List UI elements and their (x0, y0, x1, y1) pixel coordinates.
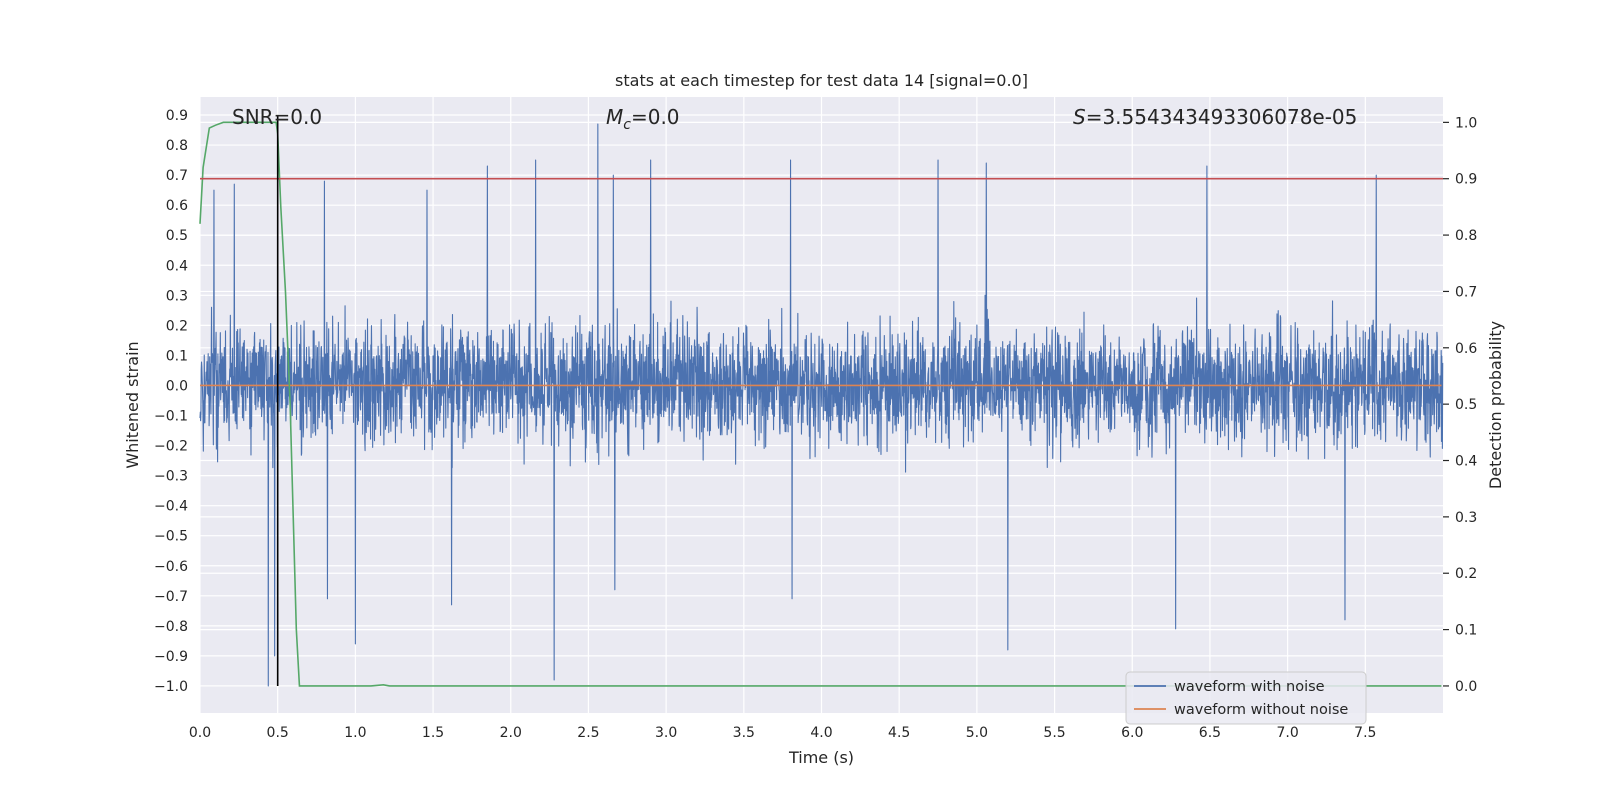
y-left-tick-label: 0.2 (166, 318, 188, 334)
axes: 0.0 0.5 1.0 1.5 2.0 2.5 3.0 3.5 4.0 4.5 5.0 5.5 6.0 6… (154, 108, 1477, 741)
y-right-tick-label: 1.0 (1455, 115, 1477, 131)
y-right-tick-label: 0.2 (1455, 566, 1477, 582)
legend-box (1125, 671, 1367, 725)
y-right-tick-label: 0.7 (1455, 284, 1477, 300)
y-left-tick-label: 0.8 (166, 138, 188, 154)
x-tick-label: 4.0 (810, 725, 832, 741)
y-right-tick-label: 0.6 (1455, 341, 1477, 357)
x-tick-label: 2.5 (577, 725, 599, 741)
chart-title: stats at each timestep for test data 14 … (615, 71, 1028, 90)
chirp-mass-subscript: c (623, 117, 631, 133)
y-left-tick-label: 0.9 (166, 108, 188, 124)
y-left-tick-label: −0.3 (154, 469, 188, 485)
chirp-mass-value: =0.0 (631, 105, 680, 129)
y-right-tick-label: 0.5 (1455, 397, 1477, 413)
chirp-mass-annotation: Mc=0.0 (606, 105, 680, 133)
y-left-tick-label: 0.7 (166, 168, 188, 184)
y-left-tick-label: 0.0 (166, 378, 188, 394)
x-tick-label: 6.5 (1199, 725, 1221, 741)
score-annotation: S=3.554343493306078e-05 (1073, 105, 1357, 129)
y-left-tick-label: −0.8 (154, 619, 188, 635)
x-tick-label: 3.5 (733, 725, 755, 741)
y-right-tick-label: 0.0 (1455, 679, 1477, 695)
y-left-tick-label: −0.9 (154, 649, 188, 665)
y-left-tick-label: 0.5 (166, 228, 188, 244)
y-axis-label-left: Whitened strain (123, 341, 142, 468)
snr-annotation: SNR=0.0 (232, 105, 322, 129)
x-tick-label: 1.5 (422, 725, 444, 741)
x-tick-label: 5.0 (966, 725, 988, 741)
x-tick-label: 0.5 (267, 725, 289, 741)
y-left-tick-label: 0.4 (166, 258, 188, 274)
x-tick-label: 1.0 (344, 725, 366, 741)
x-tick-label: 6.0 (1121, 725, 1143, 741)
series-layer (199, 115, 1444, 687)
series-detection-probability (199, 121, 1442, 687)
y-left-tick-label: −0.2 (154, 439, 188, 455)
y-left-tick-label: −0.7 (154, 589, 188, 605)
x-axis-label: Time (s) (788, 748, 854, 767)
chirp-mass-symbol: M (606, 105, 623, 129)
legend-label: waveform with noise (1174, 679, 1325, 695)
legend: waveform with noise waveform without nois… (1125, 671, 1367, 725)
y-right-tick-label: 0.9 (1455, 172, 1477, 188)
y-right-tick-label: 0.1 (1455, 623, 1477, 639)
y-right-tick-label: 0.4 (1455, 454, 1477, 470)
y-axis-label-right: Detection probability (1486, 321, 1505, 489)
legend-label: waveform without noise (1174, 702, 1348, 718)
y-left-tick-label: −0.5 (154, 529, 188, 545)
y-left-tick-label: 0.1 (166, 348, 188, 364)
x-tick-label: 5.5 (1043, 725, 1065, 741)
y-left-tick-label: −0.6 (154, 559, 188, 575)
x-tick-label: 0.0 (189, 725, 211, 741)
series-waveform-with-noise (199, 123, 1444, 687)
x-tick-label: 7.5 (1354, 725, 1376, 741)
y-left-tick-label: 0.3 (166, 288, 188, 304)
y-right-tick-label: 0.8 (1455, 228, 1477, 244)
x-tick-label: 4.5 (888, 725, 910, 741)
y-left-tick-label: −0.1 (154, 409, 188, 425)
x-tick-label: 3.0 (655, 725, 677, 741)
x-tick-label: 2.0 (500, 725, 522, 741)
y-left-tick-label: −0.4 (154, 499, 188, 515)
score-symbol: S (1073, 105, 1086, 129)
y-left-tick-label: −1.0 (154, 679, 188, 695)
score-value: =3.554343493306078e-05 (1086, 105, 1358, 129)
y-left-tick-label: 0.6 (166, 198, 188, 214)
y-right-tick-label: 0.3 (1455, 510, 1477, 526)
x-tick-label: 7.0 (1276, 725, 1298, 741)
